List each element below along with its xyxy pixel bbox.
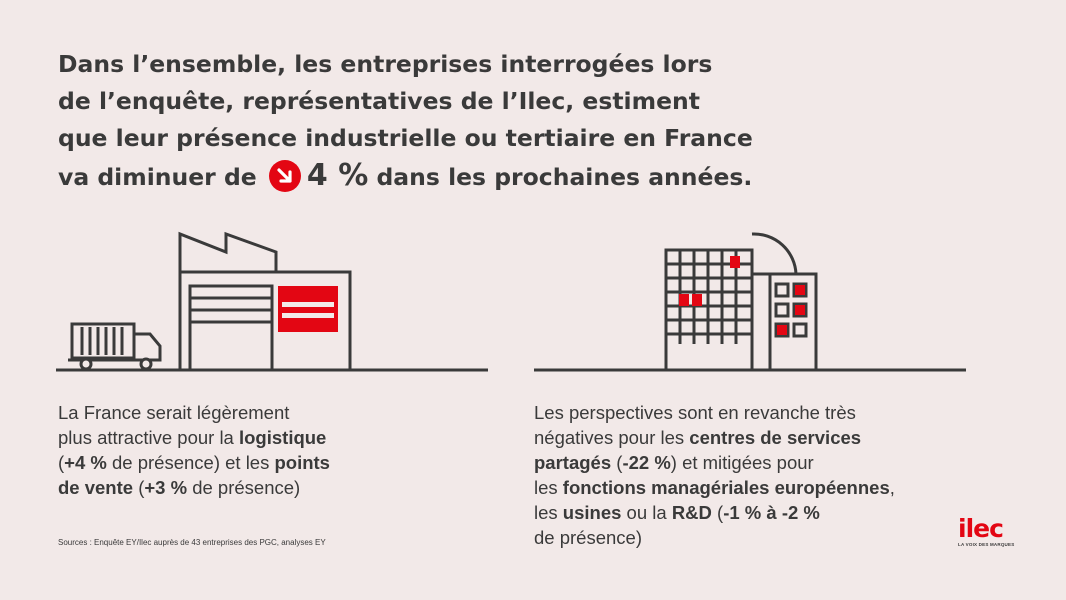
logistics-label: logistique — [238, 427, 327, 448]
rnd-label: R&D — [671, 502, 712, 523]
shared-services-value: -22 % — [622, 452, 671, 473]
logistics-value: +4 % — [64, 452, 107, 473]
right-text: ( — [611, 452, 623, 473]
right-line-3: partagés (-22 %) et mitigées pour — [534, 450, 895, 475]
headline-line-3: que leur présence industrielle ou tertia… — [58, 124, 753, 152]
right-text: négatives pour les — [534, 427, 690, 448]
right-line-1: Les perspectives sont en revanche très — [534, 402, 856, 423]
right-text: les — [534, 477, 563, 498]
left-line-2: plus attractive pour la logistique — [58, 425, 330, 450]
headline: Dans l’ensemble, les entreprises interro… — [58, 46, 838, 196]
services-paragraph: Les perspectives sont en revanche très n… — [534, 400, 895, 550]
right-text: ( — [711, 502, 724, 523]
left-text: de présence) et les — [106, 452, 275, 473]
points-of-sale-label: points — [274, 452, 330, 473]
right-line-4: les fonctions managériales européennes, — [534, 475, 895, 500]
right-text: les — [534, 502, 563, 523]
right-line-2: négatives pour les centres de services — [534, 425, 895, 450]
ilec-logo: ilec LA VOIX DES MARQUES — [958, 514, 1018, 548]
right-text: ou la — [621, 502, 672, 523]
office-building-illustration — [534, 228, 968, 374]
right-line-6: de présence) — [534, 527, 642, 548]
factory-truck-illustration — [56, 228, 490, 374]
left-text: ( — [58, 452, 65, 473]
left-text: plus attractive pour la — [58, 427, 239, 448]
right-text: , — [889, 477, 895, 498]
factories-label: usines — [562, 502, 622, 523]
mixed-value: -1 % à -2 % — [723, 502, 820, 523]
headline-line-4-end: dans les prochaines années. — [376, 163, 753, 191]
management-functions-label: fonctions managériales européennes — [562, 477, 890, 498]
logistics-paragraph: La France serait légèrement plus attract… — [58, 400, 330, 500]
shared-services-label-cont: partagés — [534, 452, 612, 473]
left-line-4: de vente (+3 % de présence) — [58, 475, 330, 500]
left-line-1: La France serait légèrement — [58, 402, 290, 423]
headline-line-4-start: va diminuer de — [58, 163, 257, 191]
decline-value: 4 % — [306, 158, 369, 193]
headline-line-2: de l’enquête, représentatives de l’Ilec,… — [58, 87, 701, 115]
points-of-sale-value: +3 % — [144, 477, 188, 498]
left-line-3: (+4 % de présence) et les points — [58, 450, 330, 475]
left-text: ( — [133, 477, 145, 498]
shared-services-label: centres de services — [689, 427, 862, 448]
logo-wordmark: ilec — [958, 514, 1004, 543]
points-of-sale-label-cont: de vente — [58, 477, 134, 498]
arrow-down-right-icon — [268, 160, 301, 192]
logo-tagline: LA VOIX DES MARQUES — [958, 542, 1015, 547]
left-text: de présence) — [187, 477, 301, 498]
right-line-5: les usines ou la R&D (-1 % à -2 % — [534, 500, 895, 525]
right-text: ) et mitigées pour — [670, 452, 814, 473]
headline-line-1: Dans l’ensemble, les entreprises interro… — [58, 50, 713, 78]
sources-note: Sources : Enquête EY/Ilec auprès de 43 e… — [58, 538, 326, 547]
headline-line-4: va diminuer de 4 % dans les prochaines a… — [58, 157, 838, 196]
